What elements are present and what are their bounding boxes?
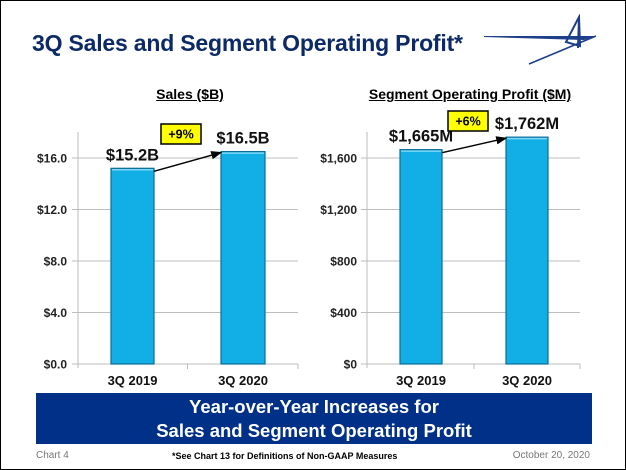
- x-category-label: 3Q 2019: [396, 373, 446, 388]
- growth-badge: [447, 110, 489, 132]
- date: October 20, 2020: [512, 450, 590, 461]
- profit-chart-title: Segment Operating Profit ($M): [368, 86, 572, 102]
- x-category-label: 3Q 2019: [108, 373, 158, 388]
- slide-title: 3Q Sales and Segment Operating Profit*: [32, 30, 463, 56]
- y-tick-label: $400: [330, 306, 357, 320]
- bar-data-label: $1,762M: [495, 115, 559, 133]
- y-tick-label: $0.0: [44, 358, 68, 372]
- y-tick-label: $0: [344, 358, 358, 372]
- summary-banner: Year-over-Year Increases for Sales and S…: [36, 393, 592, 444]
- y-tick-label: $1,600: [320, 152, 357, 166]
- bar: [505, 136, 549, 365]
- growth-arrow: [153, 151, 223, 172]
- y-tick-label: $16.0: [37, 152, 67, 166]
- y-tick-label: $4.0: [44, 306, 68, 320]
- sales-chart-title: Sales ($B): [156, 86, 224, 102]
- bar: [399, 149, 443, 365]
- growth-badge-label: +6%: [455, 115, 480, 129]
- x-category-label: 3Q 2020: [218, 373, 268, 388]
- bar: [110, 167, 155, 365]
- y-tick-label: $1,200: [320, 203, 357, 217]
- growth-badge-label: +9%: [168, 128, 193, 142]
- bar-data-label: $1,665M: [389, 128, 453, 146]
- bar-data-label: $16.5B: [216, 130, 269, 148]
- growth-arrow: [441, 136, 508, 154]
- chart-number: Chart 4: [36, 450, 69, 461]
- bar: [220, 150, 266, 365]
- y-tick-label: $8.0: [44, 255, 68, 269]
- growth-badge: [160, 123, 202, 145]
- y-tick-label: $800: [330, 255, 357, 269]
- x-category-label: 3Q 2020: [502, 373, 552, 388]
- bar-data-label: $15.2B: [106, 146, 159, 164]
- y-tick-label: $12.0: [37, 203, 67, 217]
- banner-line-2: Sales and Segment Operating Profit: [156, 420, 472, 441]
- star-logo-icon: [484, 14, 597, 65]
- footnote: *See Chart 13 for Definitions of Non-GAA…: [172, 451, 398, 461]
- banner-line-1: Year-over-Year Increases for: [189, 396, 439, 417]
